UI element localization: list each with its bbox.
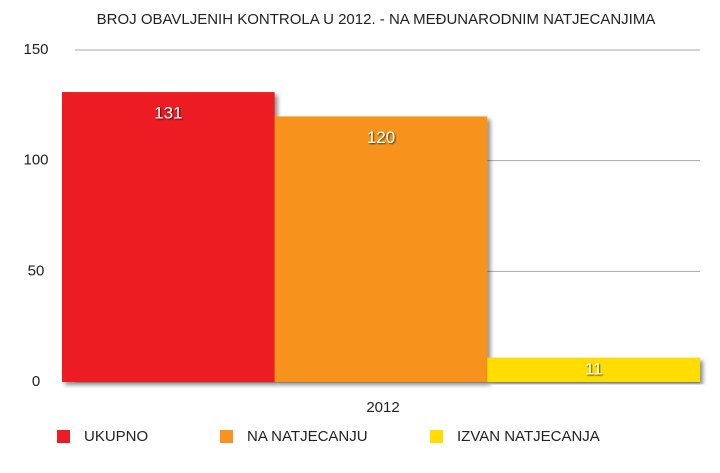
value-label: 131 [154, 104, 182, 123]
y-tick-label: 50 [28, 262, 45, 279]
y-tick-label: 150 [23, 41, 48, 58]
value-label: 120 [367, 128, 395, 147]
y-tick-label: 0 [32, 373, 40, 390]
bar [274, 116, 488, 383]
legend-label: UKUPNO [84, 428, 148, 445]
x-tick-label: 2012 [366, 399, 399, 416]
bar [487, 357, 700, 382]
legend-swatch [430, 430, 443, 443]
y-tick-label: 100 [23, 152, 48, 169]
chart-title: BROJ OBAVLJENIH KONTROLA U 2012. - NA ME… [97, 11, 656, 28]
bar [62, 92, 275, 382]
legend-label: IZVAN NATJECANJA [457, 428, 600, 445]
legend-swatch [57, 430, 70, 443]
legend-label: NA NATJECANJU [247, 428, 368, 445]
value-label: 11 [585, 359, 603, 378]
legend-swatch [220, 430, 233, 443]
